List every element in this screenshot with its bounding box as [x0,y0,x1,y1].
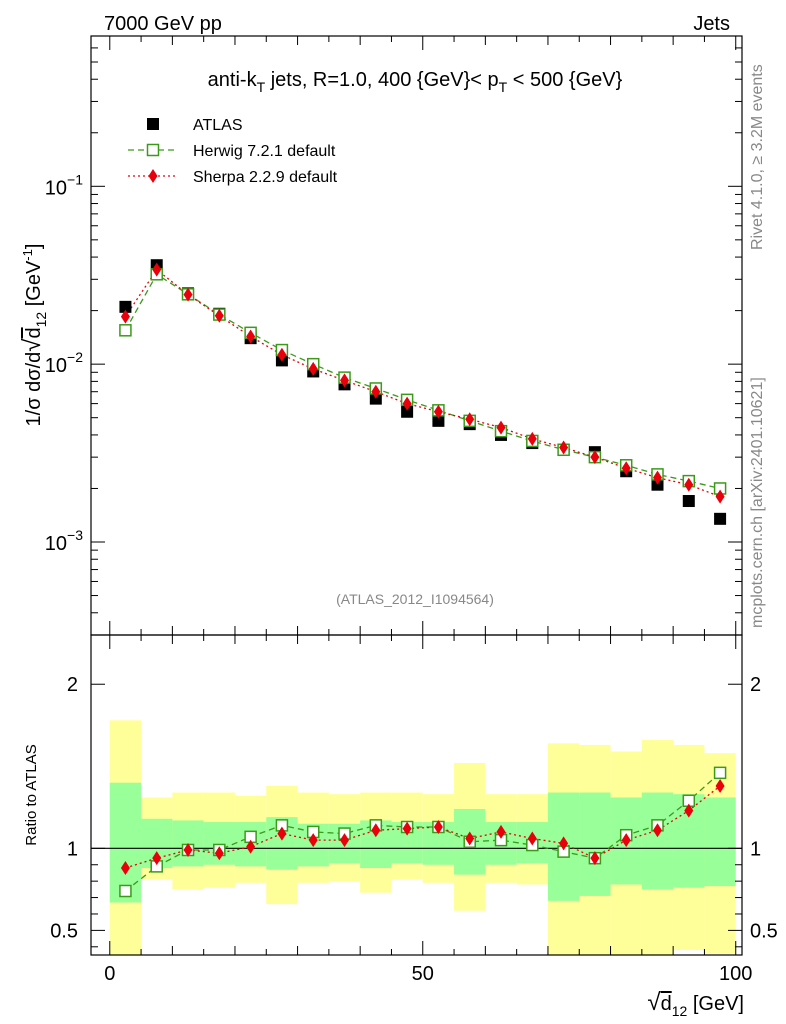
main-point-sherpa [652,470,662,485]
ratio-point-sherpa [496,824,506,839]
main-series-layer [119,259,727,525]
main-point-sherpa [277,347,287,362]
ratio-xtick-label: 50 [412,963,434,985]
ratio-point-sherpa [715,778,725,793]
ratio-ytick-label-left: 0.5 [50,920,78,942]
main-point-herwig [119,324,132,337]
legend-label-sherpa: Sherpa 2.2.9 default [193,169,338,186]
ratio-point-sherpa [559,836,569,851]
ratio-point-sherpa [621,833,631,848]
header-left-label: 7000 GeV pp [104,13,222,35]
ratio-point-sherpa [465,831,475,846]
header-right-label: Jets [693,13,730,35]
main-point-sherpa [371,384,381,399]
title-mid: jets, R=1.0, 400 {GeV}< p [265,69,499,91]
title-post: < 500 {GeV} [507,69,622,91]
ratio-point-sherpa [277,826,287,841]
ratio-ytick-label-right: 1 [750,838,761,860]
main-point-sherpa [183,287,193,302]
ratio-ytick-label-right: 2 [750,674,761,696]
ratio-xtick-label: 100 [719,963,752,985]
ratio-point-herwig [119,884,132,898]
ratio-ytick-label-right: 0.5 [750,920,778,942]
ratio-point-sherpa [371,823,381,838]
main-frame [90,35,743,636]
title-sub2: T [499,79,508,95]
ratio-point-sherpa [433,820,443,834]
ratio-point-herwig [713,766,727,780]
band-1sigma [641,792,674,890]
ratio-ytick-label-left: 1 [67,838,78,860]
svg-text:√d12 [GeV]: √d12 [GeV] [647,989,744,1019]
main-point-sherpa [559,440,569,455]
main-point-data [714,512,727,525]
main-point-data [119,300,132,313]
main-point-sherpa [246,329,256,344]
mcplots-label: mcplots.cern.ch [arXiv:2401.10621] [749,377,766,628]
plot-title: anti-kT jets, R=1.0, 400 {GeV}< pT < 500… [208,69,623,95]
main-point-data [401,405,414,418]
ratio-point-sherpa [402,821,412,836]
ratio-bands-layer [91,720,742,955]
ratio-point-sherpa [183,842,193,857]
ratio-point-sherpa [684,803,694,818]
svg-text:1/σ dσ/d√d12 [GeV-1]: 1/σ dσ/d√d12 [GeV-1] [19,244,49,427]
main-ytick-label: 10−3 [45,527,83,555]
main-line-herwig [124,273,721,490]
main-point-sherpa [152,262,162,277]
legend-marker-herwig [146,143,160,157]
legend-label-data: ATLAS [193,117,243,134]
main-point-sherpa [465,412,475,427]
band-1sigma [579,792,611,896]
main-point-sherpa [340,373,350,388]
main-point-data [682,495,695,508]
main-point-sherpa [621,461,631,476]
ratio-point-sherpa [120,861,130,876]
legend-marker-sherpa [148,169,158,183]
legend-marker-data [147,118,159,130]
band-1sigma [704,797,736,887]
main-point-sherpa [433,404,443,419]
ratio-xtick-label: 0 [104,963,115,985]
main-point-sherpa [308,361,318,376]
ratio-point-sherpa [152,851,162,866]
ratio-point-sherpa [308,833,318,848]
ratio-point-sherpa [214,846,224,861]
main-point-sherpa [527,431,537,446]
legend-label-herwig: Herwig 7.2.1 default [193,143,336,160]
title-pre: anti-k [208,69,258,91]
main-point-sherpa [684,477,694,492]
main-point-sherpa [120,309,130,324]
ratio-ytick-label-left: 2 [67,674,78,696]
analysis-label: (ATLAS_2012_I1094564) [336,591,494,607]
main-ytick-label: 10−1 [45,171,83,199]
main-point-sherpa [496,420,506,435]
ratio-point-sherpa [590,851,600,866]
main-ytick-label: 10−2 [45,349,83,377]
rivet-label: Rivet 4.1.0, ≥ 3.2M events [749,64,766,250]
main-point-sherpa [214,308,224,323]
main-point-data [432,414,445,427]
legend: ATLAS Herwig 7.2.1 default Sherpa 2.2.9 de… [128,117,338,186]
main-point-sherpa [715,489,725,504]
ratio-series-layer [119,766,727,898]
ratio-point-sherpa [246,839,256,854]
ratio-ylabel: Ratio to ATLAS [23,744,40,845]
ratio-point-sherpa [652,823,662,838]
x-axis-label: √d12 [GeV] [647,989,744,1019]
ratio-point-sherpa [340,833,350,848]
ratio-point-sherpa [527,831,537,846]
main-point-data [651,478,664,491]
ratio-axes: 0 50 100 0.5 0.5 1 1 2 2 [50,635,778,985]
main-point-sherpa [590,450,600,465]
title-sub1: T [257,79,266,95]
main-point-sherpa [402,396,412,411]
ratio-frame [90,634,743,956]
band-1sigma [109,782,142,903]
main-ylabel: 1/σ dσ/d√d12 [GeV-1] [19,244,49,427]
